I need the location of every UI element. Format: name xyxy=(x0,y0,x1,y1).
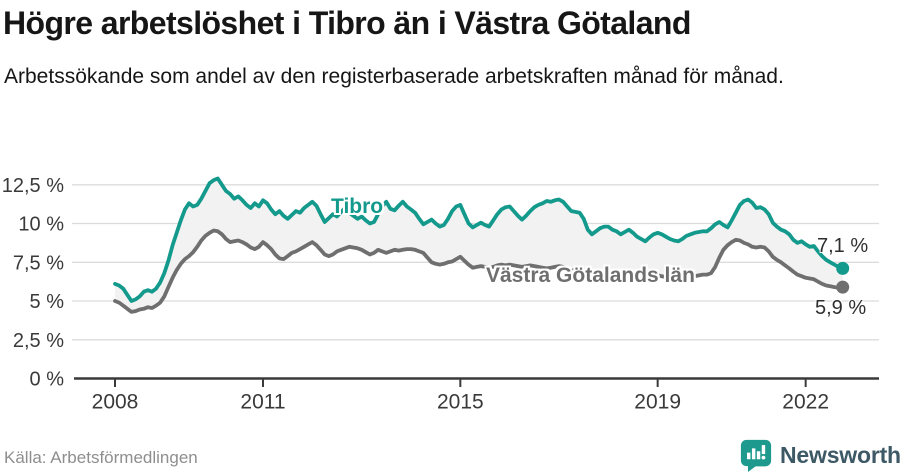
y-tick-label: 5 % xyxy=(30,291,65,313)
end-dot-vastra-gotaland xyxy=(836,280,850,294)
series-label-tibro: Tibro xyxy=(331,195,384,218)
source-note: Källa: Arbetsförmedlingen xyxy=(4,448,198,467)
series-line-tibro xyxy=(113,176,845,303)
x-tick-label: 2008 xyxy=(92,391,139,414)
y-tick-label: 10 % xyxy=(18,214,64,236)
y-tick-label: 12,5 % xyxy=(2,175,64,197)
series-line-vastra-gotaland xyxy=(113,228,845,314)
series-label-vastra-gotalands-lan: Västra Götalands län xyxy=(486,264,695,287)
newsworthy-logo-icon xyxy=(740,439,772,472)
x-tick-label: 2015 xyxy=(437,391,484,414)
y-tick-label: 7,5 % xyxy=(13,252,64,274)
newsworthy-wordmark: Newsworthy xyxy=(780,441,900,468)
chart-subtitle: Arbetssökande som andel av den registerb… xyxy=(4,65,784,88)
end-value-label-tibro: 7,1 % xyxy=(817,235,869,257)
end-value-label-vastra-gotaland: 5,9 % xyxy=(815,297,867,319)
x-tick-label: 2019 xyxy=(634,391,681,414)
y-tick-label: 2,5 % xyxy=(13,330,64,352)
x-tick-label: 2022 xyxy=(782,391,829,414)
page-title: Högre arbetslöshet i Tibro än i Västra G… xyxy=(3,5,691,41)
band-area xyxy=(115,178,843,312)
x-tick-label: 2011 xyxy=(240,391,285,414)
end-dot-tibro xyxy=(836,261,850,275)
y-tick-label: 0 % xyxy=(30,369,65,391)
newsworthy-logo: Newsworthy xyxy=(739,438,900,472)
